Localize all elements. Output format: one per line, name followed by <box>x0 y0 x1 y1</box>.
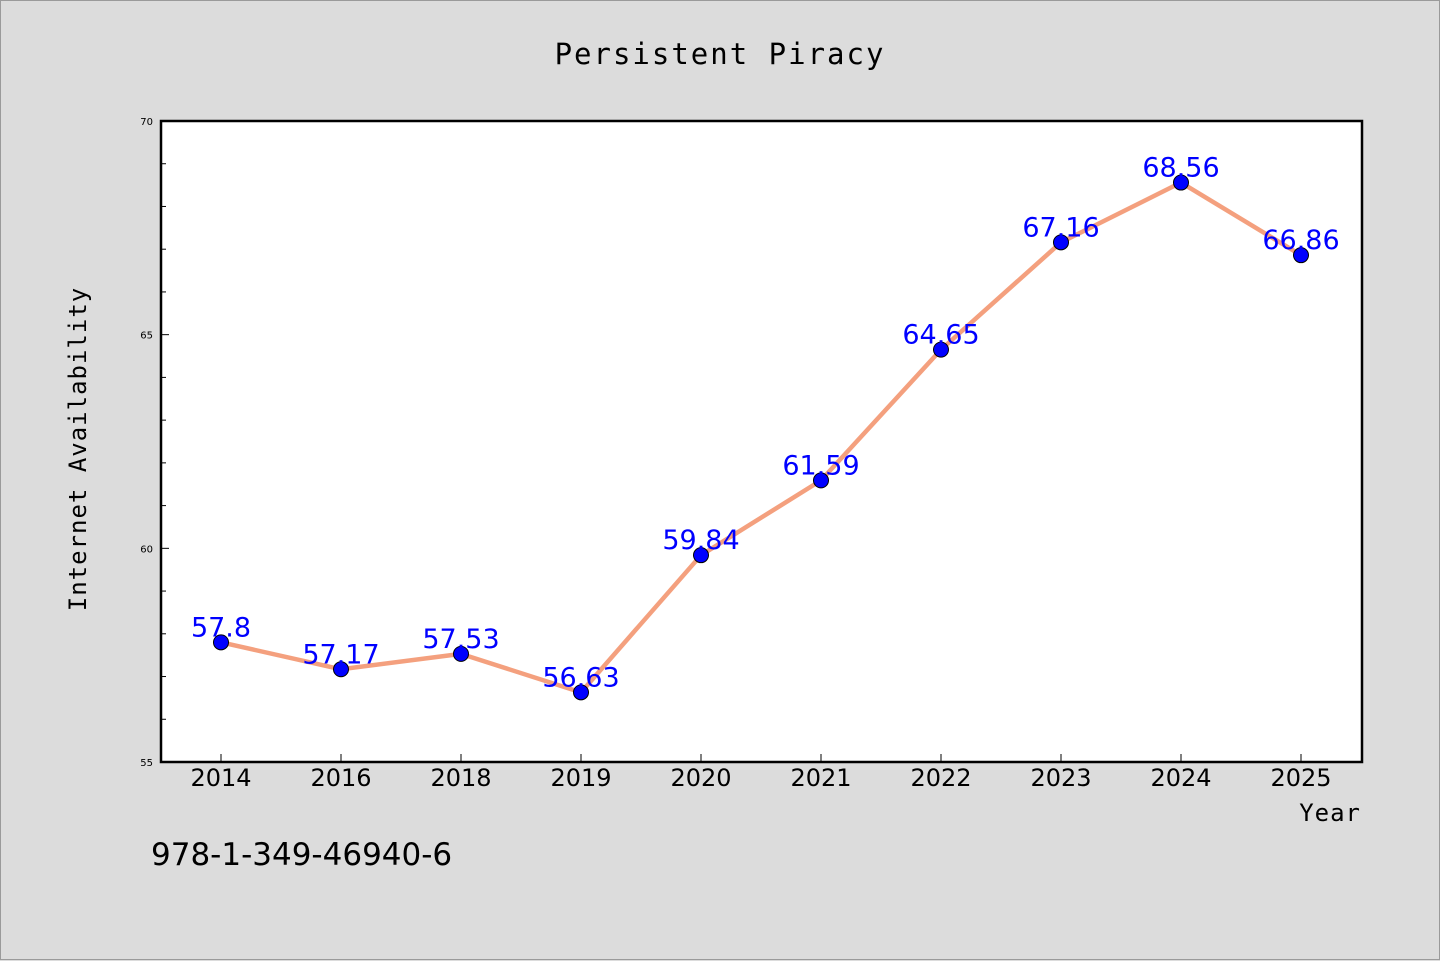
x-tick-label: 2018 <box>430 764 491 792</box>
footer-isbn: 978-1-349-46940-6 <box>151 837 452 873</box>
y-tick-label: 60 <box>140 544 153 555</box>
y-tick-label: 70 <box>140 117 153 128</box>
data-point-marker <box>453 645 469 662</box>
data-label: 61.59 <box>782 450 859 481</box>
data-label: 57.53 <box>422 624 499 655</box>
x-axis-label: Year <box>1299 799 1361 827</box>
data-point-marker <box>213 634 229 651</box>
data-labels: 57.8 57.17 57.53 56.63 59.84 61.59 64.65 67.16 6… <box>191 153 1340 694</box>
data-series <box>213 174 1309 701</box>
y-axis-label: Internet Availability <box>64 287 92 611</box>
x-tick-label: 2014 <box>190 764 251 792</box>
data-label: 68.56 <box>1142 153 1219 184</box>
x-tick-label: 2016 <box>310 764 371 792</box>
data-point-marker <box>573 684 589 701</box>
x-tick-label: 2022 <box>910 764 971 792</box>
x-tick-label: 2019 <box>550 764 611 792</box>
x-axis: 2014 2016 2018 2019 2020 2021 2022 2023 2024 2025 <box>190 754 1332 792</box>
y-tick-label: 65 <box>140 331 153 342</box>
data-point-marker <box>1173 174 1189 191</box>
y-axis: 55 60 65 70 <box>140 117 169 769</box>
data-label: 57.8 <box>191 612 251 643</box>
x-tick-label: 2025 <box>1270 764 1331 792</box>
plot-area <box>159 119 1364 764</box>
data-label: 59.84 <box>662 525 739 556</box>
data-label: 57.17 <box>302 639 379 670</box>
data-label: 67.16 <box>1022 212 1099 243</box>
data-label: 56.63 <box>542 662 619 693</box>
data-point-marker <box>333 661 349 678</box>
data-point-marker <box>693 547 709 564</box>
data-label: 64.65 <box>902 320 979 351</box>
x-tick-label: 2021 <box>790 764 851 792</box>
x-tick-label: 2023 <box>1030 764 1091 792</box>
data-point-marker <box>813 472 829 489</box>
data-point-marker <box>1293 247 1309 264</box>
x-tick-label: 2024 <box>1150 764 1211 792</box>
data-point-marker <box>933 341 949 358</box>
y-tick-label: 55 <box>140 758 153 769</box>
chart-title: Persistent Piracy <box>555 37 886 71</box>
series-line <box>218 180 1304 695</box>
x-tick-label: 2020 <box>670 764 731 792</box>
data-label: 66.86 <box>1262 225 1339 256</box>
data-point-marker <box>1053 234 1069 251</box>
